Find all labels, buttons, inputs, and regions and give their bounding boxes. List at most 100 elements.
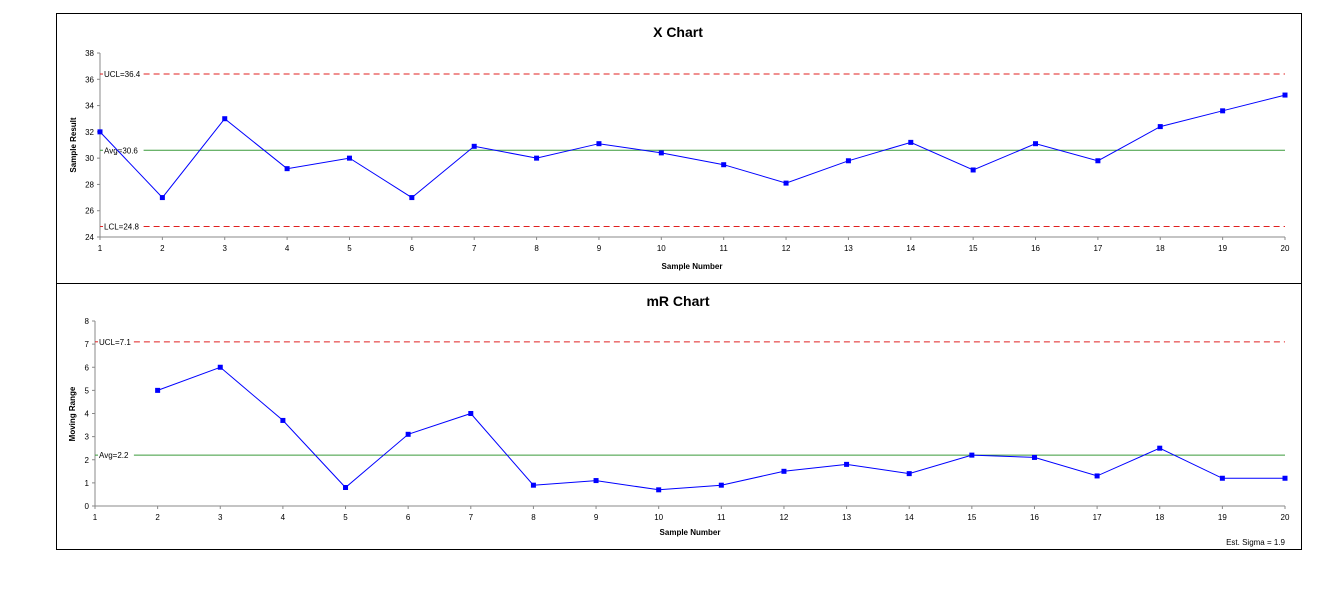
mr-chart-y-tick-label: 2: [85, 456, 90, 465]
mr-chart-x-tick-label: 1: [93, 513, 98, 522]
mr-chart-point: [1220, 476, 1225, 481]
x-chart-x-tick-label: 3: [223, 244, 228, 253]
x-chart-point: [534, 156, 539, 161]
x-chart-x-tick-label: 12: [782, 244, 791, 253]
mr-chart-point: [656, 487, 661, 492]
mr-chart-x-tick-label: 20: [1281, 513, 1290, 522]
x-chart-x-tick-label: 4: [285, 244, 290, 253]
mr-chart-x-tick-label: 4: [281, 513, 286, 522]
mr-chart-point: [907, 471, 912, 476]
mr-chart-frame: [57, 284, 1302, 550]
x-chart-x-tick-label: 7: [472, 244, 477, 253]
x-chart-y-tick-label: 32: [85, 128, 94, 137]
mr-chart-point: [406, 432, 411, 437]
x-chart-point: [222, 116, 227, 121]
x-chart-ucl-label: UCL=36.4: [104, 70, 141, 79]
x-chart-y-tick-label: 28: [85, 180, 94, 189]
x-chart-point: [596, 141, 601, 146]
x-chart-x-tick-label: 8: [534, 244, 539, 253]
mr-chart-y-axis-title: Moving Range: [68, 386, 77, 441]
mr-chart-point: [343, 485, 348, 490]
mr-chart-point: [1283, 476, 1288, 481]
mr-chart-point: [155, 388, 160, 393]
mr-chart-x-tick-label: 15: [967, 513, 976, 522]
x-chart-point: [285, 166, 290, 171]
mr-chart-y-tick-label: 3: [85, 433, 90, 442]
mr-chart-title: mR Chart: [646, 293, 709, 309]
mr-chart-point: [969, 453, 974, 458]
x-chart-point: [721, 162, 726, 167]
x-chart-x-tick-label: 20: [1281, 244, 1290, 253]
mr-chart-x-tick-label: 18: [1155, 513, 1164, 522]
x-chart-point: [659, 150, 664, 155]
mr-chart-point: [1157, 446, 1162, 451]
x-chart-point: [1033, 141, 1038, 146]
x-chart-point: [409, 195, 414, 200]
x-chart-lcl-label: LCL=24.8: [104, 222, 139, 231]
x-chart-frame: [57, 14, 1302, 284]
mr-chart-point: [719, 483, 724, 488]
mr-chart-point: [280, 418, 285, 423]
x-chart-y-tick-label: 34: [85, 102, 94, 111]
x-chart-point: [98, 129, 103, 134]
x-chart-y-tick-label: 26: [85, 207, 94, 216]
mr-chart-point: [468, 411, 473, 416]
mr-chart-y-tick-label: 5: [85, 386, 90, 395]
x-chart-x-tick-label: 9: [597, 244, 602, 253]
mr-chart-y-tick-label: 8: [85, 317, 90, 326]
x-chart-y-tick-label: 24: [85, 233, 94, 242]
x-chart-point: [1095, 158, 1100, 163]
x-chart-x-tick-label: 19: [1218, 244, 1227, 253]
mr-chart-x-tick-label: 7: [469, 513, 474, 522]
x-chart-x-tick-label: 14: [906, 244, 915, 253]
mr-chart-y-tick-label: 7: [85, 340, 90, 349]
mr-chart-y-tick-label: 1: [85, 479, 90, 488]
mr-chart-x-tick-label: 5: [343, 513, 348, 522]
est-sigma-note: Est. Sigma = 1.9: [1226, 538, 1285, 547]
x-chart-y-axis-title: Sample Result: [69, 117, 78, 172]
mr-chart-avg-label: Avg=2.2: [99, 451, 129, 460]
mr-chart-point: [1095, 473, 1100, 478]
x-chart-title: X Chart: [653, 24, 703, 40]
x-chart-x-tick-label: 11: [720, 244, 729, 253]
mr-chart-x-tick-label: 16: [1030, 513, 1039, 522]
mr-chart-x-tick-label: 3: [218, 513, 223, 522]
x-chart-x-tick-label: 18: [1156, 244, 1165, 253]
x-chart-x-tick-label: 15: [969, 244, 978, 253]
x-chart-point: [1283, 93, 1288, 98]
x-chart-x-tick-label: 6: [410, 244, 415, 253]
mr-chart-point: [218, 365, 223, 370]
mr-chart-y-tick-label: 4: [85, 410, 90, 419]
mr-chart-x-tick-label: 14: [905, 513, 914, 522]
x-chart-point: [1220, 108, 1225, 113]
mr-chart-point: [844, 462, 849, 467]
mr-chart-x-tick-label: 10: [654, 513, 663, 522]
x-chart-point: [160, 195, 165, 200]
mr-chart-point: [1032, 455, 1037, 460]
mr-chart-x-tick-label: 12: [779, 513, 788, 522]
mr-chart-y-tick-label: 0: [85, 502, 90, 511]
mr-chart-x-tick-label: 2: [155, 513, 160, 522]
mr-chart-point: [781, 469, 786, 474]
x-chart-point: [971, 167, 976, 172]
mr-chart-ucl-label: UCL=7.1: [99, 338, 131, 347]
x-chart-x-tick-label: 5: [347, 244, 352, 253]
mr-chart-point: [594, 478, 599, 483]
mr-chart-x-tick-label: 9: [594, 513, 599, 522]
x-chart-point: [472, 144, 477, 149]
mr-chart-x-axis-title: Sample Number: [660, 528, 721, 537]
mr-chart-x-tick-label: 11: [717, 513, 726, 522]
mr-chart-x-tick-label: 13: [842, 513, 851, 522]
x-chart-x-tick-label: 2: [160, 244, 165, 253]
x-chart-x-tick-label: 16: [1031, 244, 1040, 253]
x-chart-x-tick-label: 13: [844, 244, 853, 253]
mr-chart-y-tick-label: 6: [85, 363, 90, 372]
x-chart-y-tick-label: 36: [85, 75, 94, 84]
mr-chart-x-tick-label: 19: [1218, 513, 1227, 522]
x-chart-point: [846, 158, 851, 163]
mr-chart-x-tick-label: 6: [406, 513, 411, 522]
mr-chart-x-tick-label: 17: [1093, 513, 1102, 522]
mr-chart-x-tick-label: 8: [531, 513, 536, 522]
x-chart-x-tick-label: 10: [657, 244, 666, 253]
